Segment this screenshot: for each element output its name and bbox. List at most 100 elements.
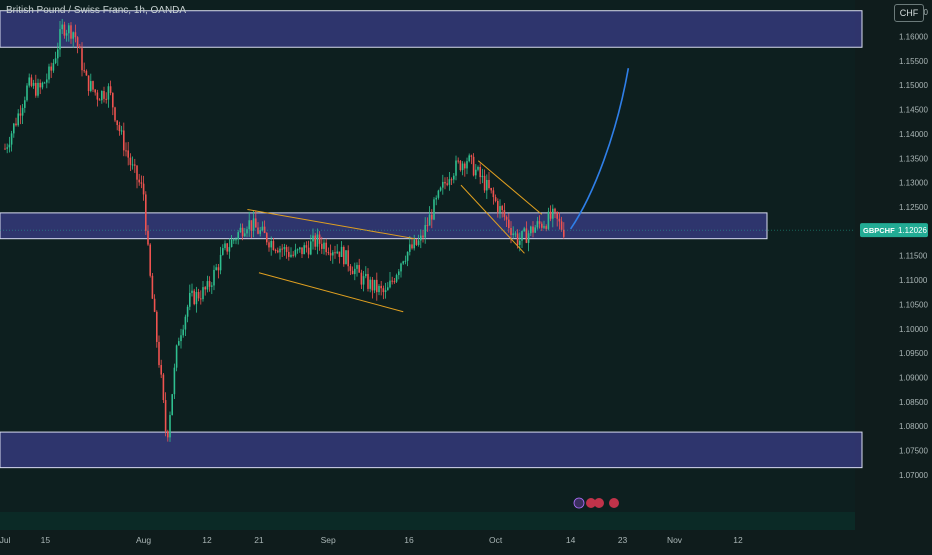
currency-button[interactable]: CHF bbox=[894, 4, 924, 22]
candle-body-169 bbox=[376, 279, 378, 293]
candle-body-243 bbox=[538, 221, 541, 224]
candle-body-200 bbox=[444, 181, 446, 184]
candle-body-211 bbox=[468, 155, 470, 162]
y-tick-label-13: 1.10000 bbox=[899, 325, 928, 334]
candle-body-65 bbox=[147, 230, 149, 245]
y-tick-label-7: 1.13000 bbox=[899, 179, 928, 188]
candle-body-151 bbox=[336, 251, 338, 254]
candle-body-181 bbox=[402, 261, 404, 264]
candle-body-57 bbox=[129, 157, 132, 165]
candle-body-88 bbox=[197, 291, 200, 299]
candle-body-187 bbox=[415, 239, 418, 245]
candle-body-16 bbox=[39, 82, 41, 88]
y-tick-label-5: 1.14000 bbox=[899, 130, 928, 139]
candle-body-36 bbox=[83, 70, 85, 72]
candle-body-176 bbox=[391, 280, 393, 282]
candle-body-27 bbox=[63, 24, 66, 36]
candle-body-98 bbox=[219, 254, 222, 271]
candle-body-206 bbox=[457, 160, 459, 162]
candle-body-208 bbox=[461, 163, 464, 171]
volume-strip bbox=[0, 512, 855, 530]
candle-body-74 bbox=[167, 431, 169, 438]
candle-body-192 bbox=[426, 225, 429, 227]
candle-body-131 bbox=[292, 254, 294, 256]
candle-body-94 bbox=[211, 285, 213, 287]
candle-body-130 bbox=[290, 254, 292, 257]
candle-body-171 bbox=[380, 285, 382, 289]
candle-body-124 bbox=[277, 250, 279, 253]
candle-body-136 bbox=[303, 245, 305, 255]
candle-body-132 bbox=[294, 249, 297, 256]
candle-body-26 bbox=[61, 24, 63, 30]
candle-body-224 bbox=[497, 200, 499, 213]
y-tick-label-10: 1.11500 bbox=[899, 252, 928, 261]
candle-body-40 bbox=[92, 81, 94, 90]
candle-body-219 bbox=[486, 179, 488, 191]
candle-body-12 bbox=[30, 77, 33, 86]
candle-body-81 bbox=[182, 329, 184, 336]
price-tag-symbol: GBPCHF bbox=[863, 226, 895, 235]
x-tick-label-0: Jul bbox=[0, 535, 11, 545]
candle-body-56 bbox=[127, 150, 129, 158]
candle-body-43 bbox=[98, 99, 101, 101]
event-icon-flag-uk[interactable] bbox=[586, 498, 596, 508]
candle-body-97 bbox=[217, 267, 220, 271]
candle-body-170 bbox=[378, 285, 380, 293]
candle-body-7 bbox=[19, 113, 22, 116]
candle-body-80 bbox=[180, 335, 182, 342]
candle-body-251 bbox=[556, 211, 558, 219]
candle-body-150 bbox=[334, 252, 336, 254]
event-icon-flag-gb[interactable] bbox=[609, 498, 619, 508]
candle-body-215 bbox=[477, 166, 479, 170]
candle-body-38 bbox=[87, 75, 90, 92]
candle-body-78 bbox=[175, 345, 178, 368]
event-icon-flag-ch[interactable] bbox=[594, 498, 604, 508]
candle-body-102 bbox=[228, 247, 231, 252]
price-axis-pane bbox=[855, 0, 932, 550]
candle-body-142 bbox=[316, 234, 319, 247]
candle-body-129 bbox=[288, 251, 290, 257]
candle-body-29 bbox=[68, 25, 70, 34]
candle-body-249 bbox=[552, 208, 554, 219]
candle-body-168 bbox=[373, 279, 376, 291]
candle-body-161 bbox=[358, 265, 360, 273]
candle-body-218 bbox=[483, 175, 486, 191]
candle-body-31 bbox=[72, 32, 74, 39]
candle-body-15 bbox=[37, 82, 39, 96]
candle-body-144 bbox=[321, 243, 323, 249]
candle-body-207 bbox=[459, 161, 462, 171]
candle-body-193 bbox=[428, 214, 431, 226]
candle-body-79 bbox=[178, 341, 180, 346]
projection-curve bbox=[569, 68, 630, 230]
candle-body-231 bbox=[512, 233, 514, 236]
candle-body-89 bbox=[200, 298, 202, 300]
candle-body-238 bbox=[527, 233, 530, 243]
candle-body-61 bbox=[138, 179, 140, 183]
y-tick-label-8: 1.12500 bbox=[899, 203, 928, 212]
candle-body-116 bbox=[259, 230, 261, 234]
candle-body-166 bbox=[369, 279, 371, 289]
candle-body-172 bbox=[382, 288, 385, 293]
y-tick-label-16: 1.08500 bbox=[899, 398, 928, 407]
candle-body-157 bbox=[349, 266, 352, 271]
candle-body-227 bbox=[503, 210, 506, 217]
candle-body-189 bbox=[420, 235, 422, 241]
candle-body-24 bbox=[57, 49, 59, 59]
candle-body-217 bbox=[481, 175, 484, 178]
candle-body-51 bbox=[116, 120, 118, 126]
channel-1-upper-line bbox=[477, 160, 543, 215]
x-tick-label-9: 23 bbox=[618, 535, 628, 545]
x-tick-label-2: Aug bbox=[136, 535, 151, 545]
candle-body-167 bbox=[371, 279, 374, 291]
candle-body-146 bbox=[325, 242, 327, 253]
event-icon-lightning[interactable] bbox=[573, 497, 585, 509]
candle-body-185 bbox=[411, 244, 413, 249]
candle-body-191 bbox=[424, 225, 426, 238]
candle-body-164 bbox=[365, 273, 367, 277]
candle-body-49 bbox=[112, 92, 114, 108]
y-tick-label-19: 1.07000 bbox=[899, 471, 928, 480]
candle-body-199 bbox=[442, 181, 444, 188]
candle-body-179 bbox=[398, 271, 400, 276]
